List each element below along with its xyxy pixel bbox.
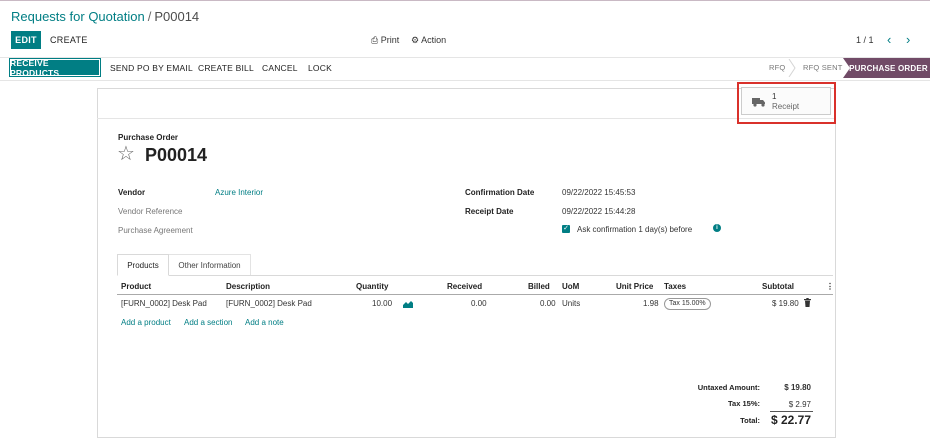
receive-products-button[interactable]: RECEIVE PRODUCTS (10, 58, 100, 78)
breadcrumb-parent-link[interactable]: Requests for Quotation (11, 9, 145, 24)
column-header-product[interactable]: Product (121, 282, 152, 291)
action-menu[interactable]: ⚙ Action (411, 35, 446, 46)
breadcrumb-current: P00014 (154, 9, 200, 24)
action-label: Action (421, 35, 447, 45)
pager-value[interactable]: 1 / 1 (856, 35, 874, 45)
row-product[interactable]: [FURN_0002] Desk Pad (121, 299, 207, 308)
receipt-date-label: Receipt Date (465, 207, 514, 216)
purchase-agreement-label: Purchase Agreement (118, 226, 193, 235)
breadcrumb-separator: / (147, 9, 152, 24)
truck-icon (752, 98, 765, 107)
print-icon: ⎙ (371, 35, 379, 45)
add-product-link[interactable]: Add a product (121, 318, 171, 327)
edit-button[interactable]: EDIT (11, 31, 41, 49)
table-header-divider (117, 294, 833, 295)
tab-other-information[interactable]: Other Information (169, 254, 251, 275)
tabs-divider (117, 275, 833, 276)
untaxed-amount-value: $ 19.80 (784, 383, 811, 392)
column-header-received[interactable]: Received (447, 282, 483, 291)
add-section-link[interactable]: Add a section (184, 318, 233, 327)
tab-products[interactable]: Products (117, 254, 169, 276)
total-value: $ 22.77 (770, 413, 811, 427)
confirmation-date-field[interactable]: 09/22/2022 15:45:53 (562, 188, 636, 197)
document-type-label: Purchase Order (118, 133, 179, 142)
status-bar (0, 57, 930, 81)
info-icon[interactable]: i (713, 224, 721, 232)
row-received: 0.00 (471, 299, 487, 308)
row-unit-price[interactable]: 1.98 (643, 299, 659, 308)
forecast-chart-icon[interactable] (403, 300, 413, 308)
highlight-box (737, 82, 836, 124)
column-header-taxes[interactable]: Taxes (664, 282, 687, 291)
row-uom[interactable]: Units (562, 299, 581, 308)
ask-confirmation-label: Ask confirmation 1 day(s) before (577, 225, 693, 234)
top-border (0, 0, 930, 1)
vendor-label: Vendor (118, 188, 146, 197)
total-divider (770, 411, 813, 412)
vendor-reference-label: Vendor Reference (118, 207, 183, 216)
page-title: P00014 (145, 145, 208, 165)
row-billed: 0.00 (540, 299, 556, 308)
column-header-uom[interactable]: UoM (562, 282, 580, 291)
breadcrumb: Requests for Quotation / P00014 (11, 9, 199, 24)
button-box-divider (97, 118, 836, 119)
column-header-description[interactable]: Description (226, 282, 271, 291)
stage-separator-icon (788, 59, 796, 77)
row-quantity[interactable]: 10.00 (372, 299, 393, 308)
tax-label: Tax 15%: (728, 399, 760, 408)
confirmation-date-label: Confirmation Date (465, 188, 535, 197)
ask-confirmation-checkbox[interactable]: ✓ (562, 225, 570, 233)
print-label: Print (380, 35, 400, 45)
trash-icon[interactable] (804, 298, 811, 307)
add-note-link[interactable]: Add a note (245, 318, 284, 327)
column-header-subtotal[interactable]: Subtotal (762, 282, 794, 291)
create-bill-button[interactable]: CREATE BILL (198, 63, 254, 73)
form-sheet (97, 88, 836, 438)
send-po-by-email-button[interactable]: SEND PO BY EMAIL (110, 63, 193, 73)
lock-button[interactable]: LOCK (308, 63, 332, 73)
untaxed-amount-label: Untaxed Amount: (697, 383, 760, 392)
receipt-count: 1 (772, 92, 777, 101)
stage-rfq-sent[interactable]: RFQ SENT (803, 63, 843, 72)
receipt-date-field[interactable]: 09/22/2022 15:44:28 (562, 207, 636, 216)
star-icon[interactable]: ☆ (117, 143, 135, 165)
cancel-button[interactable]: CANCEL (262, 63, 298, 73)
vendor-field[interactable]: Azure Interior (215, 188, 264, 197)
column-header-unit-price[interactable]: Unit Price (616, 282, 654, 291)
pager-next-button[interactable]: › (906, 32, 911, 47)
print-menu[interactable]: ⎙ Print (371, 35, 399, 46)
gear-icon: ⚙ (411, 35, 420, 45)
stage-rfq[interactable]: RFQ (769, 63, 786, 72)
row-subtotal: $ 19.80 (772, 299, 799, 308)
row-description[interactable]: [FURN_0002] Desk Pad (226, 299, 312, 308)
pager-previous-button[interactable]: ‹ (887, 32, 892, 47)
create-button[interactable]: CREATE (50, 35, 88, 45)
tax-value: $ 2.97 (788, 400, 811, 409)
total-label: Total: (740, 416, 760, 425)
receipt-label: Receipt (772, 102, 800, 111)
optional-columns-icon[interactable]: ⋮ (826, 282, 834, 291)
stage-purchase-order[interactable]: PURCHASE ORDER (843, 58, 930, 78)
column-header-billed[interactable]: Billed (528, 282, 550, 291)
row-tax-badge[interactable]: Tax 15.00% (664, 298, 711, 310)
column-header-quantity[interactable]: Quantity (356, 282, 389, 291)
